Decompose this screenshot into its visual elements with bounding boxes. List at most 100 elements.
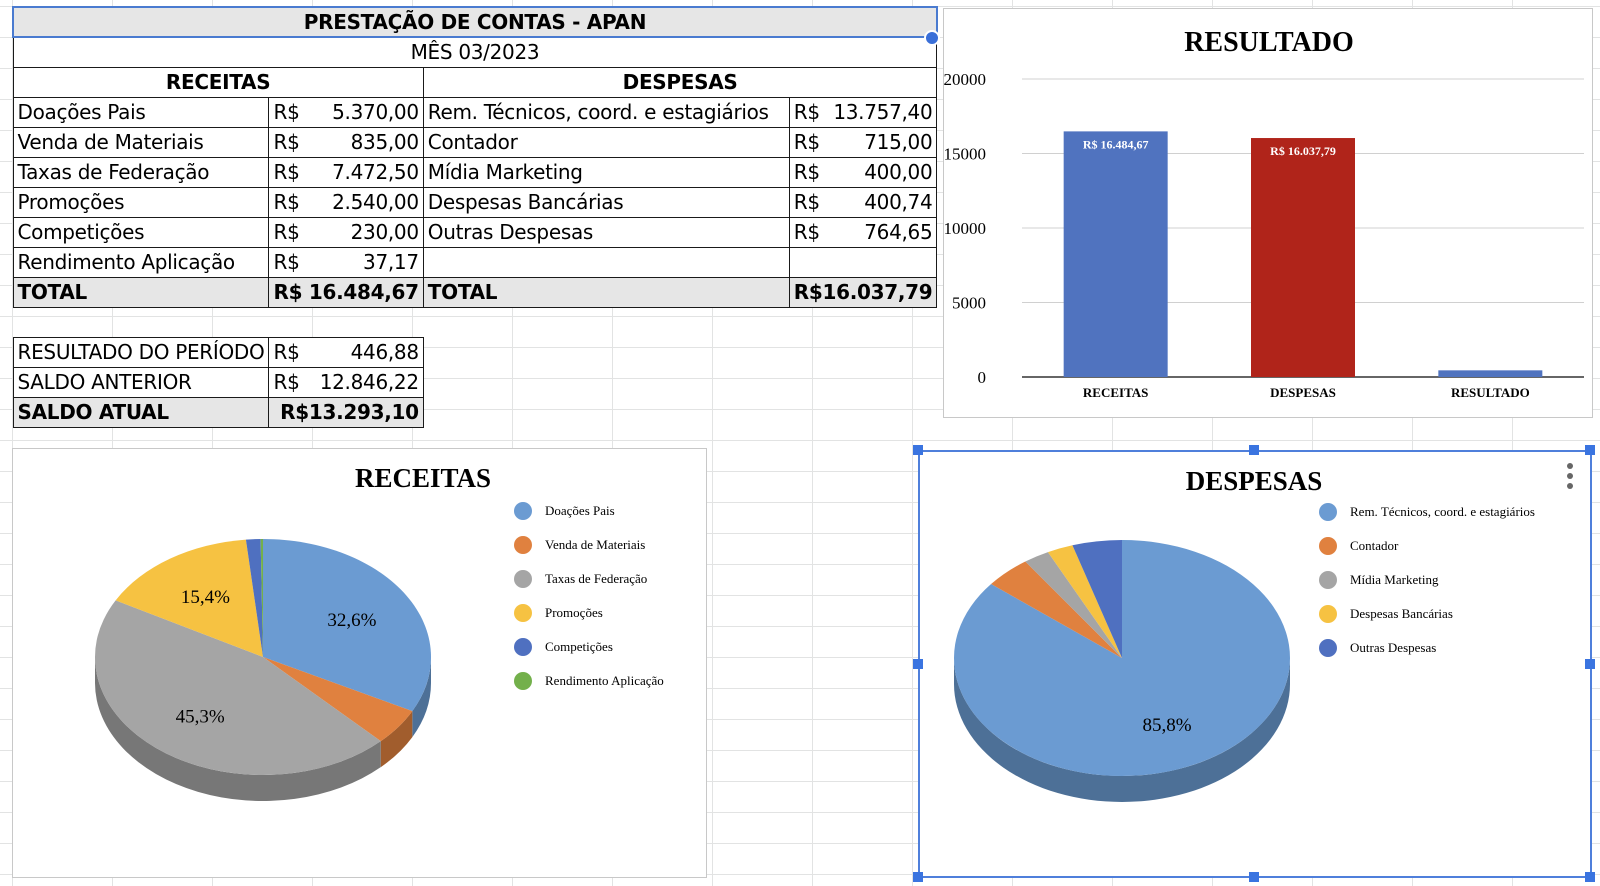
resultado-chart[interactable]: RESULTADO 0 5000 10000 15000 20000 RECEITAS R$ …: [943, 8, 1593, 418]
despesa-amount: 764,65: [864, 220, 933, 244]
summary-value[interactable]: R$ 12.846,22: [268, 366, 424, 398]
bar-data-label: R$ 16.037,79: [1270, 144, 1336, 158]
legend-label: Venda de Materiais: [545, 537, 645, 552]
despesa-amount: 715,00: [864, 130, 933, 154]
resize-handle-br[interactable]: [1585, 872, 1595, 882]
summary-value[interactable]: R$ 446,88: [268, 336, 424, 368]
total-receitas-label[interactable]: TOTAL: [12, 276, 270, 308]
legend-label: Doações Pais: [545, 503, 615, 518]
legend-label: Outras Despesas: [1350, 640, 1436, 655]
receita-value[interactable]: R$ 835,00: [268, 126, 424, 158]
saldo-atual-value[interactable]: R$13.293,10: [268, 396, 424, 428]
despesa-label[interactable]: Contador: [422, 126, 790, 158]
despesas-chart[interactable]: DESPESAS 85,8% Rem. Técnicos, coord. e est…: [918, 450, 1592, 878]
resize-handle-r[interactable]: [1585, 659, 1595, 669]
currency-symbol: R$: [793, 190, 820, 214]
pie-slice-outras-despesas: [1072, 540, 1122, 658]
despesa-label[interactable]: Outras Despesas: [422, 216, 790, 248]
saldo-atual-label[interactable]: SALDO ATUAL: [12, 396, 270, 428]
summary-label[interactable]: RESULTADO DO PERÍODO: [12, 336, 270, 368]
pie-slice-contador: [991, 561, 1122, 658]
pie-slice-side-1: [380, 711, 413, 768]
bar-resultado: [1438, 370, 1543, 377]
receita-value[interactable]: R$ 230,00: [268, 216, 424, 248]
despesa-label[interactable]: Rem. Técnicos, coord. e estagiários: [422, 96, 790, 128]
pie-slice-venda-de-materiais: [263, 657, 413, 742]
despesa-value[interactable]: R$ 715,00: [788, 126, 938, 158]
summary-label[interactable]: SALDO ANTERIOR: [12, 366, 270, 398]
receita-label[interactable]: Promoções: [12, 186, 270, 218]
despesas-header[interactable]: DESPESAS: [422, 66, 938, 98]
legend-dot: [1319, 639, 1337, 657]
legend-label: Competições: [545, 639, 613, 654]
month-cell[interactable]: MÊS 03/2023: [12, 36, 938, 68]
summary-amount: 12.846,22: [319, 370, 419, 394]
despesa-label[interactable]: Despesas Bancárias: [422, 186, 790, 218]
despesa-value[interactable]: R$ 400,74: [788, 186, 938, 218]
pie-pct-label: 45,3%: [176, 706, 225, 727]
empty-row[interactable]: [13, 307, 937, 337]
receita-label[interactable]: Doações Pais: [12, 96, 270, 128]
currency-symbol: R$: [273, 340, 300, 364]
y-tick-label: 10000: [944, 219, 986, 238]
currency-symbol: R$: [273, 130, 300, 154]
total-receitas-value[interactable]: R$ 16.484,67: [268, 276, 424, 308]
legend-label: Taxas de Federação: [545, 571, 647, 586]
receita-value[interactable]: R$ 5.370,00: [268, 96, 424, 128]
receita-label[interactable]: Rendimento Aplicação: [12, 246, 270, 278]
selection-fill-handle[interactable]: [924, 30, 940, 46]
despesa-value[interactable]: R$ 764,65: [788, 216, 938, 248]
receita-value[interactable]: R$ 37,17: [268, 246, 424, 278]
legend-label: Rendimento Aplicação: [545, 673, 664, 688]
pie-slice-doa-es-pais: [263, 539, 431, 712]
chart-menu-icon-dot[interactable]: [1567, 483, 1573, 489]
despesa-amount: 13.757,40: [833, 100, 933, 124]
bar-receitas: [1063, 131, 1168, 377]
receita-amount: 230,00: [350, 220, 419, 244]
x-tick-label: RESULTADO: [1451, 385, 1530, 400]
legend-label: Mídia Marketing: [1350, 572, 1439, 587]
receita-value[interactable]: R$ 7.472,50: [268, 156, 424, 188]
despesa-value[interactable]: R$ 400,00: [788, 156, 938, 188]
y-tick-label: 20000: [944, 70, 986, 89]
despesa-value[interactable]: R$ 13.757,40: [788, 96, 938, 128]
chart-menu-icon-dot[interactable]: [1567, 473, 1573, 479]
pie-slice-side-2: [95, 657, 381, 801]
pie-slice-taxas-de-federa-o: [95, 600, 381, 775]
currency-symbol: R$: [273, 100, 300, 124]
sheet-title-cell[interactable]: PRESTAÇÃO DE CONTAS - APAN: [12, 6, 938, 38]
currency-symbol: R$: [793, 100, 820, 124]
resultado-chart-svg: RESULTADO 0 5000 10000 15000 20000 RECEITAS R$ …: [944, 27, 1584, 400]
receita-label[interactable]: Venda de Materiais: [12, 126, 270, 158]
total-despesas-value[interactable]: R$16.037,79: [788, 276, 938, 308]
resize-handle-t[interactable]: [1249, 445, 1259, 455]
receitas-header[interactable]: RECEITAS: [12, 66, 424, 98]
receita-amount: 835,00: [350, 130, 419, 154]
y-tick-label: 15000: [944, 145, 986, 164]
total-despesas-label[interactable]: TOTAL: [422, 276, 790, 308]
despesa-value[interactable]: [788, 246, 938, 278]
receita-value[interactable]: R$ 2.540,00: [268, 186, 424, 218]
y-tick-label: 0: [978, 368, 987, 387]
receita-amount: 2.540,00: [332, 190, 419, 214]
receitas-chart[interactable]: RECEITAS 32,6% 45,3% 15,4% Doações Pais Venda…: [12, 448, 707, 878]
pie-slice-m-dia-marketing: [1025, 552, 1122, 658]
currency-symbol: R$: [273, 220, 300, 244]
resize-handle-tr[interactable]: [1585, 445, 1595, 455]
currency-symbol: R$: [273, 190, 300, 214]
despesa-label[interactable]: [422, 246, 790, 278]
legend-dot: [514, 570, 532, 588]
receita-amount: 7.472,50: [332, 160, 419, 184]
receita-label[interactable]: Taxas de Federação: [12, 156, 270, 188]
resize-handle-bl[interactable]: [913, 872, 923, 882]
receita-label[interactable]: Competições: [12, 216, 270, 248]
resize-handle-tl[interactable]: [913, 445, 923, 455]
bar-despesas: [1251, 138, 1355, 377]
despesa-label[interactable]: Mídia Marketing: [422, 156, 790, 188]
resize-handle-b[interactable]: [1249, 872, 1259, 882]
resize-handle-l[interactable]: [913, 659, 923, 669]
pie-slice-side-0: [412, 657, 431, 738]
legend-label: Rem. Técnicos, coord. e estagiários: [1350, 504, 1535, 519]
chart-menu-icon[interactable]: [1567, 463, 1573, 469]
legend-dot: [514, 536, 532, 554]
